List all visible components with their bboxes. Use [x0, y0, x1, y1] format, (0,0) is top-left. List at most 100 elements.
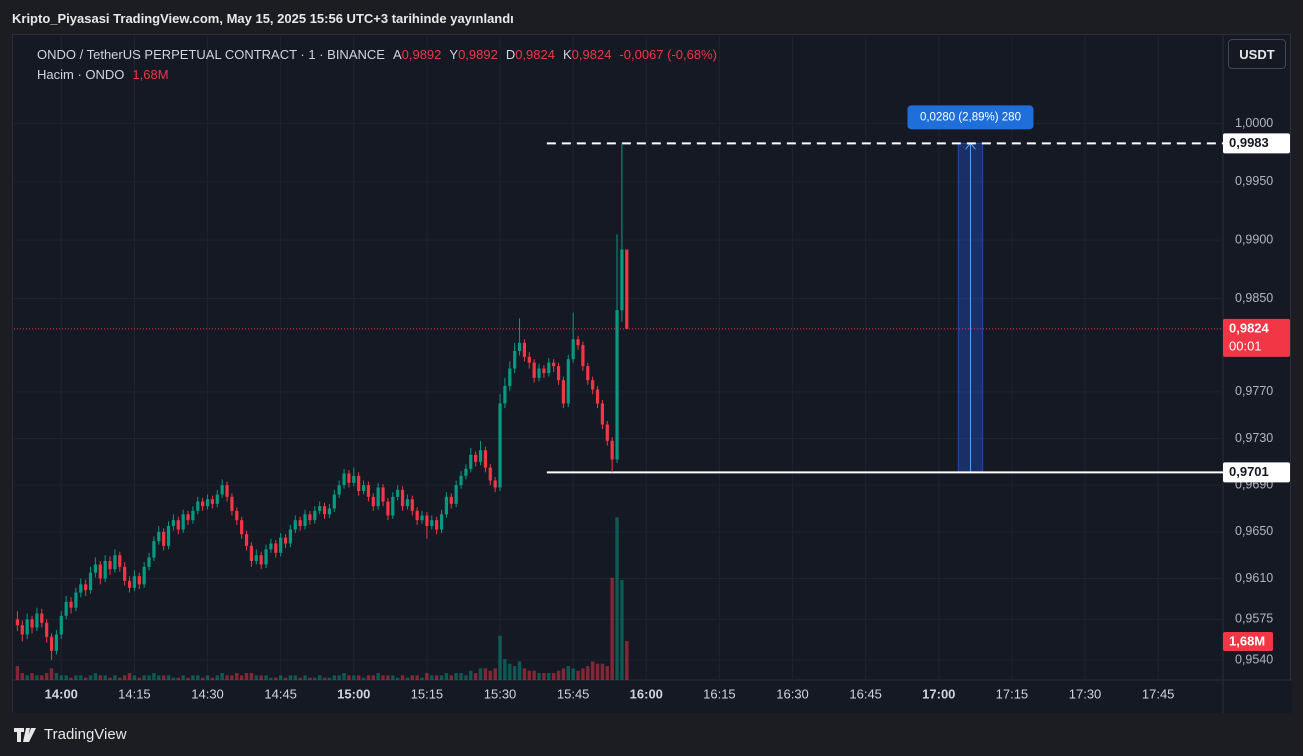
candle-body: [454, 485, 458, 504]
x-tick-label: 16:15: [703, 686, 736, 701]
volume-bar: [342, 673, 346, 680]
candle-body: [35, 613, 39, 628]
volume-bar: [54, 673, 59, 680]
volume-bar: [527, 670, 531, 680]
volume-bar: [239, 675, 244, 680]
candle-body: [542, 368, 546, 374]
candle-body: [357, 475, 361, 491]
candle-body: [552, 362, 556, 367]
volume-bar: [405, 677, 410, 680]
candle-body: [405, 499, 410, 507]
volume-bar: [152, 673, 156, 680]
price-tag-bg: [1223, 133, 1290, 154]
volume-bar: [274, 677, 278, 680]
candle-body: [162, 531, 166, 546]
volume-bar: [298, 677, 302, 680]
candle-body: [49, 636, 54, 651]
candle-body: [605, 424, 609, 441]
candle-body: [513, 351, 517, 369]
candle-body: [576, 339, 580, 346]
volume-bar: [122, 675, 127, 680]
candle-body: [201, 501, 205, 507]
volume-bar: [517, 661, 522, 680]
volume-bar: [386, 675, 390, 680]
candle-body: [152, 541, 156, 558]
candle-body: [376, 487, 380, 507]
currency-button[interactable]: USDT: [1228, 39, 1286, 69]
candle-body: [123, 566, 127, 581]
ohlc-key: K: [562, 47, 572, 62]
chart: 0,95400,95750,96100,96500,96900,97300,97…: [13, 35, 1292, 713]
candle-body: [191, 510, 195, 521]
ohlc-value: 0,9892: [458, 47, 498, 62]
volume-bar: [147, 675, 151, 680]
volume-bar: [478, 668, 483, 680]
candle-body: [230, 496, 234, 511]
volume-bar: [293, 675, 297, 680]
candle-body: [279, 537, 283, 553]
candle-body: [449, 496, 453, 504]
volume-bar: [215, 675, 219, 680]
volume-bar: [347, 675, 351, 680]
candle-body: [615, 310, 619, 460]
volume-bar: [415, 675, 419, 680]
candle-body: [425, 515, 429, 526]
x-tick-label: 17:30: [1069, 686, 1102, 701]
countdown: 00:01: [1229, 338, 1262, 353]
candle-body: [127, 580, 132, 588]
measure-label-bg: [907, 105, 1034, 130]
candle-body: [308, 514, 312, 521]
x-tick-label: 16:00: [630, 686, 663, 701]
candle-body: [288, 529, 293, 544]
y-tick-label: 0,9770: [1235, 384, 1273, 398]
candle-body: [420, 515, 424, 521]
candle-body: [522, 342, 527, 357]
ohlc-value: 0,9892: [401, 47, 442, 62]
candle-body: [225, 485, 229, 497]
candle-body: [581, 345, 585, 367]
volume-bar: [551, 673, 556, 680]
volume-bar: [79, 675, 83, 680]
volume-bar: [225, 675, 229, 680]
volume-bar: [561, 668, 566, 680]
candle-body: [386, 501, 390, 516]
candle-body: [147, 557, 151, 567]
candle-body: [464, 468, 468, 476]
volume-bar: [454, 673, 458, 680]
candle-body: [474, 454, 478, 462]
candle-body: [366, 485, 371, 497]
volume-bar: [542, 673, 546, 680]
candle-body: [361, 485, 366, 491]
volume-bar: [434, 675, 439, 680]
candle-body: [396, 489, 400, 497]
candle-body: [483, 450, 488, 468]
candle-body: [215, 494, 219, 504]
candle-body: [322, 506, 327, 515]
volume-bar: [83, 677, 88, 680]
candle-body: [205, 499, 210, 507]
volume-bar: [595, 663, 600, 680]
volume-bar: [356, 675, 361, 680]
volume-bar: [308, 677, 312, 680]
x-tick-label: 15:45: [557, 686, 590, 701]
candle-body: [118, 555, 122, 567]
candle-body: [181, 514, 185, 530]
volume-bar: [381, 675, 385, 680]
candle-body: [488, 467, 492, 481]
volume-bar: [512, 666, 517, 680]
x-tick-label: 15:30: [484, 686, 517, 701]
x-tick-label: 14:30: [191, 686, 224, 701]
candle-body: [498, 403, 502, 488]
brand: TradingView: [44, 726, 127, 743]
ohlc-value: 0,9824: [515, 47, 555, 62]
candle-body: [391, 496, 395, 516]
candle-body: [532, 362, 536, 378]
ohlc-key: Y: [449, 47, 459, 62]
chart-panel: 0,9540 0,9575 0,9610 0,9650 0,9690 0,9730 0,97…: [12, 34, 1292, 713]
volume-bar: [59, 675, 63, 680]
volume-bar: [88, 675, 93, 680]
y-tick-label: 0,9730: [1235, 431, 1273, 445]
volume-bar: [259, 675, 263, 680]
candle-body: [84, 584, 88, 591]
volume-bar: [200, 677, 205, 680]
